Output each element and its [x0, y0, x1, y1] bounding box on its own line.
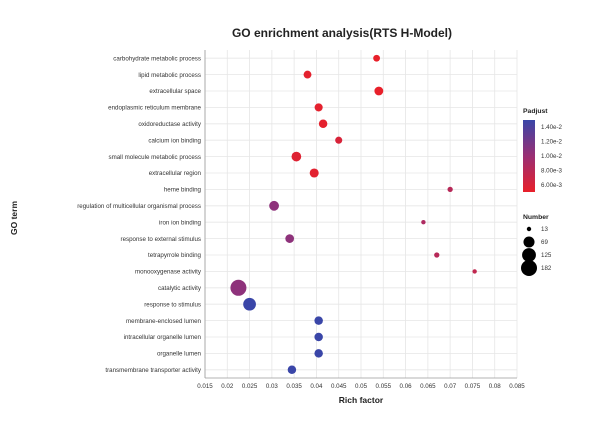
y-tick-label: catalytic activity [158, 285, 202, 292]
grid [204, 50, 518, 378]
number-legend-dot [523, 236, 535, 248]
data-point [318, 119, 328, 129]
x-tick-label: 0.07 [444, 383, 457, 390]
x-tick-label: 0.05 [355, 383, 368, 390]
data-point [230, 279, 247, 296]
y-tick-label: calcium ion binding [148, 137, 201, 144]
padjust-label: 1.40e-2 [541, 124, 563, 131]
y-tick-label: oxidoreductase activity [138, 121, 202, 128]
number-legend-dot [521, 260, 537, 276]
x-tick-label: 0.025 [242, 383, 258, 390]
x-tick-label: 0.03 [266, 383, 279, 390]
data-point [314, 103, 323, 112]
data-point [374, 86, 384, 96]
y-tick-label: carbohydrate metabolic process [113, 55, 201, 62]
padjust-label: 8.00e-3 [541, 168, 563, 175]
data-point [421, 220, 426, 225]
number-legend-label: 125 [541, 252, 552, 259]
data-point [335, 136, 343, 144]
number-legend-label: 69 [541, 239, 548, 246]
x-axis-label: Rich factor [339, 395, 384, 405]
y-tick-label: response to stimulus [144, 301, 201, 308]
padjust-legend-title: Padjust [523, 108, 548, 115]
y-tick-label: small molecule metabolic process [108, 154, 201, 161]
number-legend: Number 13 69 125 182 [521, 214, 552, 276]
y-tick-label: intracellular organelle lumen [124, 334, 202, 341]
data-point [291, 151, 302, 162]
padjust-colorbar [523, 120, 535, 192]
padjust-legend: Padjust 1.40e-2 1.20e-2 1.00e-2 8.00e-3 6.00… [523, 108, 563, 192]
data-point [243, 297, 256, 311]
x-tick-label: 0.065 [420, 383, 436, 390]
data-points [230, 54, 477, 375]
data-point [269, 200, 279, 211]
number-legend-title: Number [523, 214, 549, 221]
x-tick-label: 0.02 [221, 383, 234, 390]
data-point [303, 70, 312, 79]
number-legend-label: 182 [541, 265, 552, 272]
data-point [373, 54, 380, 62]
data-point [447, 186, 453, 193]
x-tick-label: 0.085 [509, 383, 525, 390]
y-tick-labels: carbohydrate metabolic process lipid meta… [77, 55, 202, 374]
padjust-label: 1.20e-2 [541, 139, 563, 146]
number-legend-dot [522, 248, 536, 262]
y-tick-label: iron ion binding [159, 219, 202, 226]
x-tick-label: 0.035 [286, 383, 302, 390]
y-tick-label: endoplasmic reticulum membrane [108, 105, 201, 112]
x-tick-labels: 0.015 0.02 0.025 0.03 0.035 0.04 0.045 0.05 0.05… [197, 383, 525, 390]
chart-title: GO enrichment analysis(RTS H-Model) [232, 26, 452, 40]
y-tick-label: extracellular region [149, 170, 202, 177]
data-point [472, 269, 477, 274]
x-tick-label: 0.06 [400, 383, 413, 390]
number-legend-dot [526, 226, 532, 232]
data-point [314, 332, 323, 342]
x-tick-label: 0.08 [489, 383, 502, 390]
data-point [434, 252, 440, 258]
y-tick-label: tetrapyrrole binding [148, 252, 202, 259]
x-tick-label: 0.045 [331, 383, 347, 390]
y-axis-label: GO term [9, 201, 19, 235]
padjust-label: 6.00e-3 [541, 182, 563, 189]
y-tick-label: membrane-enclosed lumen [126, 318, 202, 325]
y-tick-label: monooxygenase activity [135, 269, 202, 276]
x-tick-label: 0.015 [197, 383, 213, 390]
y-tick-label: transmembrane transporter activity [105, 367, 202, 374]
x-tick-label: 0.055 [376, 383, 392, 390]
data-point [287, 365, 297, 375]
y-tick-label: organelle lumen [157, 351, 202, 358]
y-tick-label: response to external stimulus [121, 236, 201, 243]
x-tick-label: 0.04 [310, 383, 323, 390]
data-point [309, 168, 319, 178]
y-tick-label: regulation of multicellular organismal p… [77, 203, 201, 210]
data-point [314, 316, 323, 325]
data-point [285, 234, 295, 243]
y-tick-label: heme binding [164, 187, 202, 194]
number-legend-label: 13 [541, 226, 548, 233]
x-tick-label: 0.075 [465, 383, 481, 390]
y-tick-label: extracellular space [149, 88, 201, 95]
y-tick-label: lipid metabolic process [138, 72, 201, 79]
padjust-label: 1.00e-2 [541, 153, 563, 160]
data-point [314, 349, 323, 358]
